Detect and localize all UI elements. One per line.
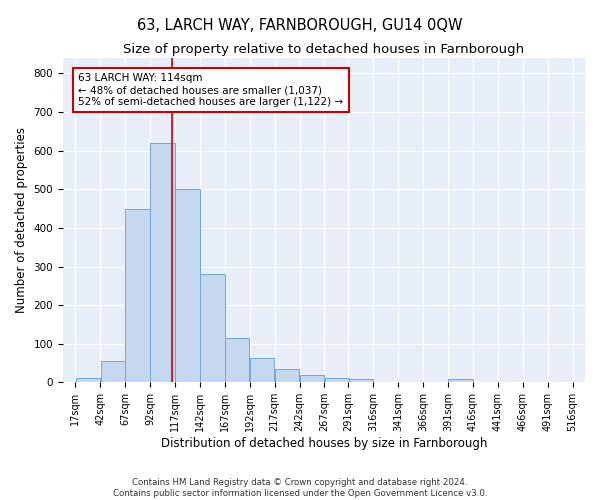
- Bar: [325, 378, 349, 382]
- Bar: [300, 374, 324, 382]
- Text: 63 LARCH WAY: 114sqm
← 48% of detached houses are smaller (1,037)
52% of semi-de: 63 LARCH WAY: 114sqm ← 48% of detached h…: [79, 74, 343, 106]
- Title: Size of property relative to detached houses in Farnborough: Size of property relative to detached ho…: [124, 42, 524, 56]
- Bar: [225, 338, 250, 382]
- Y-axis label: Number of detached properties: Number of detached properties: [15, 127, 28, 313]
- Bar: [200, 274, 224, 382]
- Bar: [101, 361, 125, 382]
- Bar: [448, 380, 473, 382]
- X-axis label: Distribution of detached houses by size in Farnborough: Distribution of detached houses by size …: [161, 437, 487, 450]
- Bar: [250, 358, 274, 382]
- Bar: [76, 378, 100, 382]
- Text: 63, LARCH WAY, FARNBOROUGH, GU14 0QW: 63, LARCH WAY, FARNBOROUGH, GU14 0QW: [137, 18, 463, 32]
- Bar: [151, 143, 175, 382]
- Bar: [125, 208, 150, 382]
- Bar: [275, 369, 299, 382]
- Bar: [175, 190, 200, 382]
- Bar: [349, 380, 373, 382]
- Text: Contains HM Land Registry data © Crown copyright and database right 2024.
Contai: Contains HM Land Registry data © Crown c…: [113, 478, 487, 498]
